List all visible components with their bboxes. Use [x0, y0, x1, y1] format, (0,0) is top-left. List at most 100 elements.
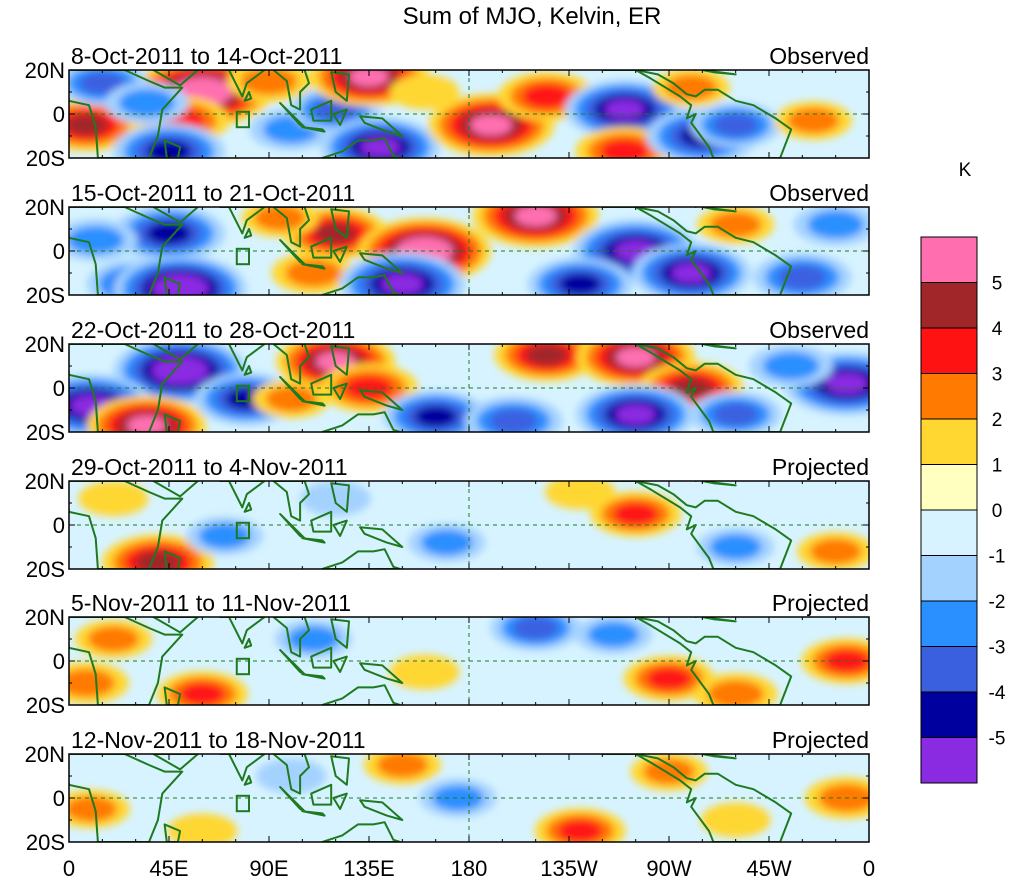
- coastlines: [69, 481, 793, 569]
- coastline: [701, 481, 737, 487]
- coastline: [163, 686, 182, 705]
- colorbar-swatch: [920, 646, 978, 693]
- coastline: [243, 638, 253, 649]
- anomaly-blob: [113, 123, 225, 158]
- contour-level: [126, 415, 167, 432]
- panel-status: Projected: [772, 590, 869, 616]
- anomaly-blob: [576, 384, 696, 432]
- panel-date-range: 29-Oct-2011 to 4-Nov-2011: [71, 454, 348, 480]
- anomaly-blob: [339, 252, 466, 295]
- coastline: [69, 70, 184, 158]
- anomaly-blob: [419, 778, 497, 818]
- anomaly-blob: [749, 345, 834, 387]
- anomaly-blob: [534, 808, 626, 842]
- contour-level: [349, 70, 389, 87]
- contour-level: [514, 207, 557, 227]
- coastline: [359, 252, 404, 274]
- anomaly-blob: [271, 252, 356, 294]
- contour-level: [615, 347, 656, 368]
- coastline: [601, 617, 793, 705]
- x-tick-label: 180: [451, 856, 488, 881]
- anomaly-blob: [363, 754, 441, 785]
- colorbar: K 5 4 3 2 1 0 -1 -2 -3 -4 -5: [920, 160, 1006, 784]
- coastline: [152, 617, 199, 634]
- y-tick-label: 20N: [25, 195, 65, 220]
- coastline: [701, 754, 737, 760]
- field: [69, 617, 869, 705]
- anomaly-blob: [69, 219, 138, 261]
- anomaly-blob: [804, 777, 869, 819]
- contour-level: [512, 617, 559, 640]
- anomaly-blob: [156, 671, 248, 705]
- y-tick-label: 0: [53, 649, 65, 674]
- contour-level: [285, 259, 342, 287]
- x-tick-label: 0: [863, 856, 875, 881]
- coastline: [69, 207, 184, 295]
- contour-level: [545, 481, 616, 510]
- coastline: [310, 783, 333, 806]
- coastline: [219, 481, 266, 509]
- region-box: [235, 384, 250, 403]
- field: [69, 481, 869, 569]
- contour-level: [376, 754, 428, 778]
- panel-2: 20N 0 20S 15-Oct-2011 to 21-Oct-2011 Observe…: [25, 180, 870, 308]
- anomaly-blob: [383, 390, 489, 432]
- contour-level: [470, 114, 513, 136]
- anomaly-blob: [389, 74, 460, 110]
- anomaly-blob: [801, 638, 869, 684]
- contour-level: [612, 502, 659, 526]
- anomaly-blob: [797, 532, 869, 569]
- colorbar-level-label: -1: [989, 547, 1006, 568]
- coastline: [163, 413, 182, 432]
- x-axis-ticks: 0 45E 90E 135E 180 135W 90W 45W 0: [63, 856, 875, 881]
- panel-1: 20N 0 20S 8-Oct-2011 to 14-Oct-2011 Observed: [25, 43, 870, 171]
- contour-level: [118, 89, 175, 117]
- x-tick-label: 90W: [646, 856, 691, 881]
- colorbar-level-label: 5: [992, 274, 1003, 295]
- colorbar-level-label: -3: [989, 638, 1006, 659]
- y-tick-label: 20S: [26, 830, 65, 855]
- contour-level: [646, 667, 692, 690]
- field: [69, 754, 869, 842]
- anomaly-blob: [274, 619, 352, 659]
- coastline: [310, 646, 333, 669]
- anomaly-blob: [252, 379, 330, 419]
- colorbar-swatch: [920, 418, 978, 465]
- contour-level: [712, 403, 759, 426]
- coastline: [243, 228, 253, 239]
- contour-level: [87, 626, 140, 652]
- panel-date-range: 8-Oct-2011 to 14-Oct-2011: [71, 43, 342, 69]
- field: [69, 344, 869, 432]
- colorbar-level-label: -4: [989, 683, 1006, 704]
- coastline: [701, 207, 737, 213]
- coastline: [310, 510, 333, 533]
- anomaly-blob: [69, 789, 130, 829]
- anomaly-blob: [774, 101, 852, 140]
- anomaly-blob: [700, 802, 771, 838]
- x-tick-label: 90E: [249, 856, 288, 881]
- y-tick-label: 20N: [25, 332, 65, 357]
- panel-status: Observed: [769, 317, 869, 343]
- coastline: [243, 775, 253, 786]
- coastline: [359, 115, 404, 137]
- coastline: [310, 373, 333, 396]
- y-tick-label: 20S: [26, 420, 65, 445]
- coastline: [272, 207, 310, 248]
- y-tick-label: 0: [53, 786, 65, 811]
- contour-level: [179, 682, 226, 705]
- colorbar-level-label: 2: [992, 410, 1003, 431]
- region-box: [235, 657, 250, 676]
- panel-date-range: 22-Oct-2011 to 28-Oct-2011: [71, 317, 355, 343]
- y-tick-label: 20S: [26, 146, 65, 171]
- panel-date-range: 12-Nov-2011 to 18-Nov-2011: [71, 727, 366, 753]
- x-tick-label: 135E: [343, 856, 394, 881]
- coastline: [301, 126, 326, 133]
- coastlines: [69, 70, 793, 158]
- coastline: [163, 550, 182, 569]
- contour-level: [710, 534, 762, 560]
- colorbar-level-label: -5: [989, 729, 1006, 750]
- coastline: [152, 344, 199, 361]
- coastline: [359, 799, 404, 821]
- coastline: [359, 389, 404, 411]
- panel-status: Observed: [769, 180, 869, 206]
